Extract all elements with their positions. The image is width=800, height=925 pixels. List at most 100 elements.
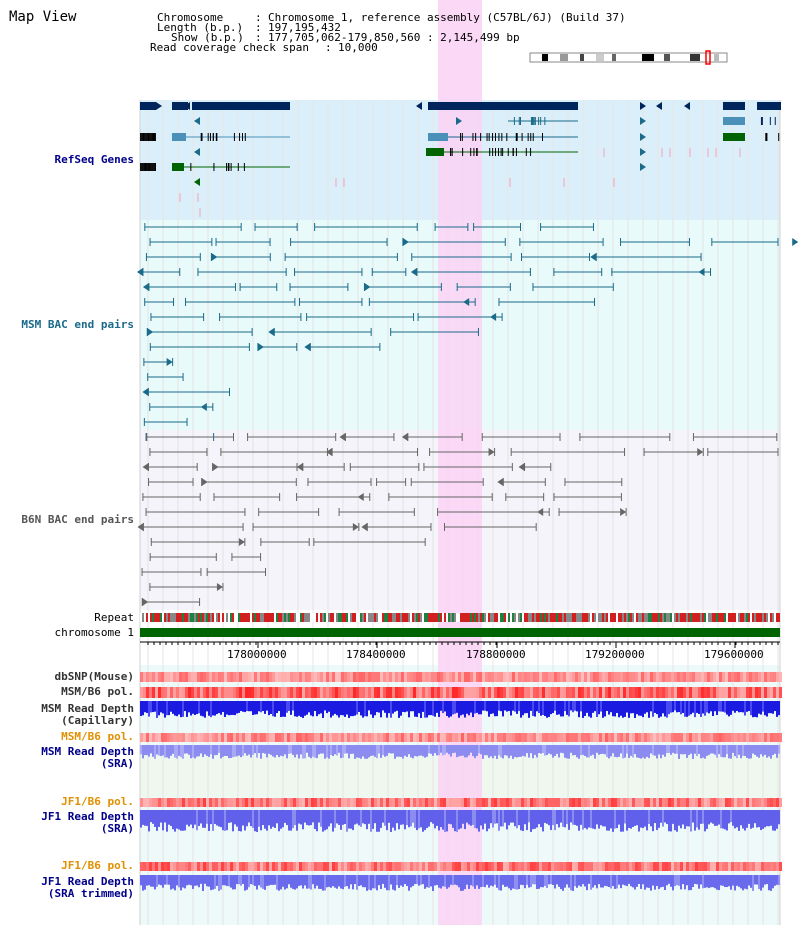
repeat-segment xyxy=(458,613,460,622)
polymorphism-cell xyxy=(416,862,419,871)
read-depth-bar xyxy=(374,745,376,757)
read-depth-bar xyxy=(610,810,612,829)
polymorphism-cell xyxy=(542,672,545,682)
read-depth-bar xyxy=(476,810,478,829)
repeat-segment xyxy=(184,613,186,622)
polymorphism-cell xyxy=(212,672,215,682)
read-depth-bar xyxy=(512,701,514,711)
msm-bac-pair-arrow xyxy=(463,298,470,306)
polymorphism-cell xyxy=(398,798,401,807)
b6n-bac-pair-arrow xyxy=(620,508,627,516)
polymorphism-cell xyxy=(551,687,554,698)
read-depth-bar xyxy=(770,810,772,826)
repeat-segment xyxy=(422,613,424,622)
read-depth-bar xyxy=(664,810,666,823)
read-depth-bar xyxy=(624,810,626,824)
polymorphism-cell xyxy=(545,733,548,742)
polymorphism-cell xyxy=(602,862,605,871)
polymorphism-cell xyxy=(632,862,635,871)
polymorphism-cell xyxy=(539,733,542,742)
polymorphism-cell xyxy=(692,733,695,742)
polymorphism-cell xyxy=(620,862,623,871)
read-depth-bar xyxy=(260,745,262,759)
read-depth-bar xyxy=(360,810,362,827)
polymorphism-cell xyxy=(140,672,143,682)
repeat-segment xyxy=(140,613,142,622)
polymorphism-cell xyxy=(455,672,458,682)
read-depth-bar xyxy=(544,875,546,886)
polymorphism-cell xyxy=(149,672,152,682)
polymorphism-cell xyxy=(590,862,593,871)
polymorphism-cell xyxy=(731,862,734,871)
polymorphism-cell xyxy=(278,862,281,871)
repeat-segment xyxy=(484,613,486,622)
polymorphism-cell xyxy=(341,733,344,742)
read-depth-bar xyxy=(632,745,634,758)
polymorphism-cell xyxy=(293,687,296,698)
repeat-segment xyxy=(326,613,328,622)
read-depth-bar xyxy=(630,745,632,756)
repeat-segment xyxy=(536,613,538,622)
polymorphism-cell xyxy=(710,862,713,871)
read-depth-bar xyxy=(760,745,762,755)
read-depth-bar xyxy=(492,810,494,828)
read-depth-bar xyxy=(544,701,546,717)
repeat-segment xyxy=(366,613,368,622)
read-depth-bar xyxy=(268,745,270,754)
polymorphism-cell xyxy=(329,672,332,682)
msm-bac-pair-arrow xyxy=(147,328,154,336)
polymorphism-cell xyxy=(536,733,539,742)
read-depth-bar xyxy=(180,810,182,831)
polymorphism-cell xyxy=(620,798,623,807)
polymorphism-cell xyxy=(356,862,359,871)
repeat-segment xyxy=(526,613,528,622)
read-depth-bar xyxy=(740,701,742,713)
repeat-segment xyxy=(386,613,388,622)
repeat-segment xyxy=(706,613,708,622)
read-depth-bar xyxy=(468,810,470,825)
polymorphism-cell xyxy=(371,687,374,698)
read-depth-bar xyxy=(412,701,414,712)
read-depth-bar xyxy=(410,875,412,888)
read-depth-bar xyxy=(284,745,286,755)
polymorphism-cell xyxy=(413,687,416,698)
read-depth-bar xyxy=(168,810,170,825)
read-depth-bar xyxy=(306,810,308,825)
polymorphism-cell xyxy=(554,862,557,871)
polymorphism-cell xyxy=(260,862,263,871)
read-depth-bar xyxy=(454,701,456,714)
polymorphism-cell xyxy=(728,862,731,871)
read-depth-bar xyxy=(558,810,560,828)
polymorphism-cell xyxy=(683,862,686,871)
repeat-segment xyxy=(336,613,338,622)
polymorphism-cell xyxy=(386,672,389,682)
repeat-segment xyxy=(654,613,656,622)
repeat-segment xyxy=(662,613,664,622)
polymorphism-cell xyxy=(146,733,149,742)
polymorphism-cell xyxy=(272,733,275,742)
polymorphism-cell xyxy=(614,798,617,807)
read-depth-bar xyxy=(216,745,218,755)
read-depth-bar xyxy=(630,875,632,887)
repeat-segment xyxy=(454,613,456,622)
read-depth-bar xyxy=(676,875,678,886)
read-depth-bar xyxy=(458,745,460,757)
polymorphism-cell xyxy=(566,672,569,682)
read-depth-bar xyxy=(688,701,690,716)
read-depth-bar xyxy=(462,875,464,891)
polymorphism-cell xyxy=(209,798,212,807)
polymorphism-cell xyxy=(539,862,542,871)
read-depth-bar xyxy=(642,875,644,885)
polymorphism-cell xyxy=(623,672,626,682)
polymorphism-cell xyxy=(215,687,218,698)
read-depth-bar xyxy=(602,745,604,754)
polymorphism-cell xyxy=(725,687,728,698)
polymorphism-cell xyxy=(569,798,572,807)
polymorphism-cell xyxy=(545,862,548,871)
polymorphism-cell xyxy=(176,733,179,742)
repeat-segment xyxy=(578,613,580,622)
read-depth-bar xyxy=(370,810,372,832)
read-depth-bar xyxy=(152,701,154,713)
read-depth-bar xyxy=(266,701,268,711)
